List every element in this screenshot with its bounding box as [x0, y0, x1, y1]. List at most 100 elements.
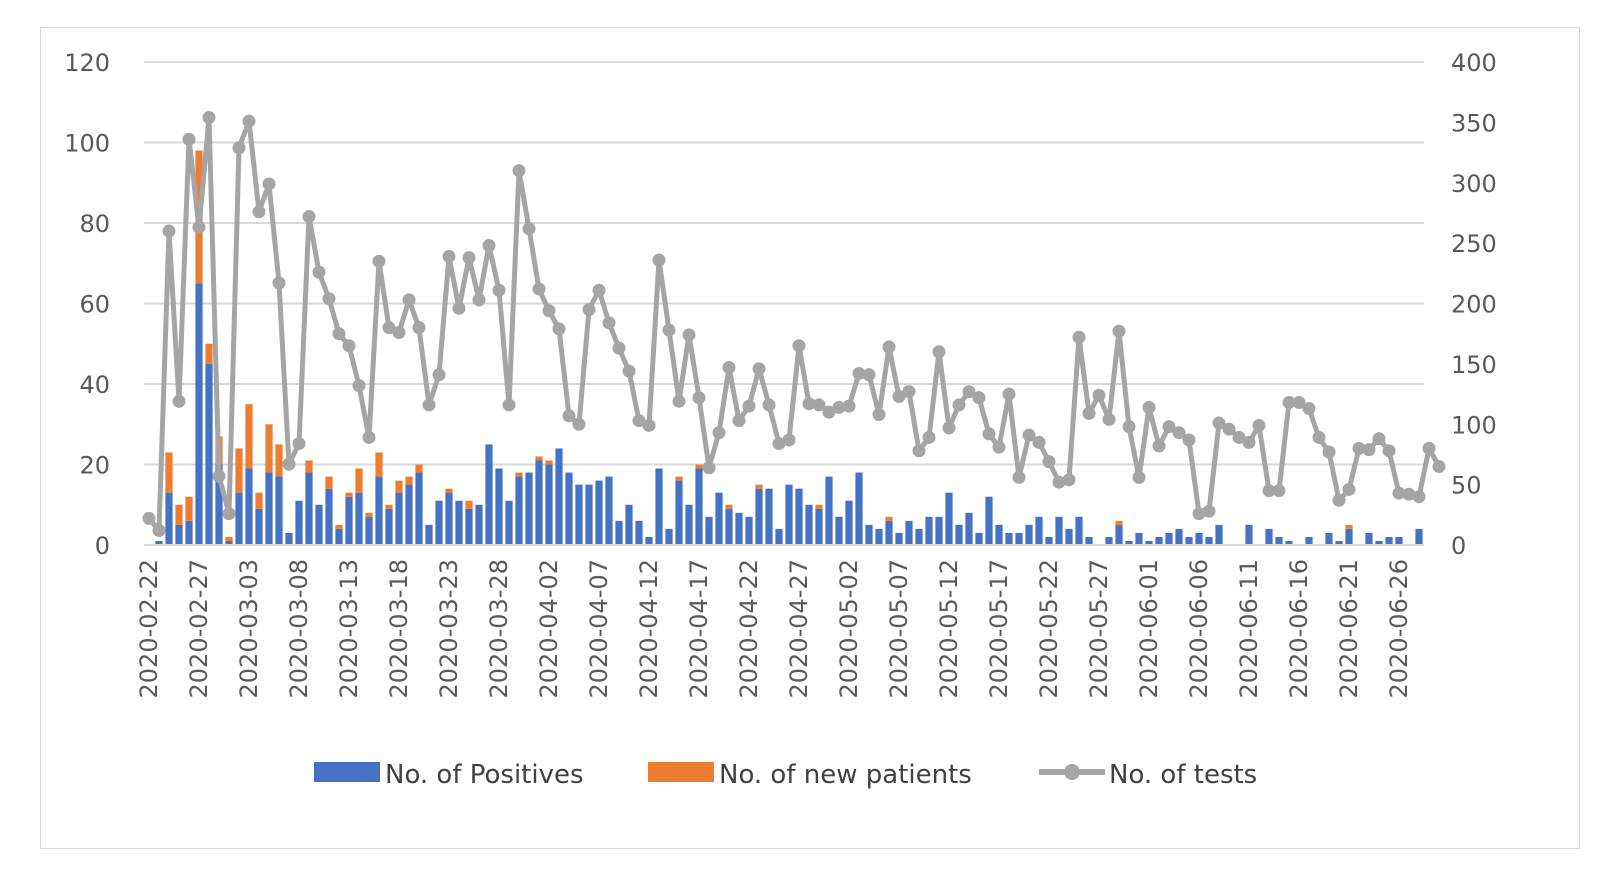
- bar-positives: [275, 476, 283, 545]
- bar-positives: [1025, 524, 1033, 545]
- x-tick-label: 2020-05-07: [885, 559, 913, 698]
- bar-positives: [1015, 532, 1023, 545]
- tests-point: [282, 457, 296, 471]
- bar-positives: [905, 520, 913, 545]
- x-tick-label: 2020-03-08: [285, 559, 313, 698]
- x-tick-label: 2020-03-23: [435, 559, 463, 698]
- bar-positives: [965, 512, 973, 545]
- bar-new-patients: [445, 488, 453, 493]
- x-tick-label: 2020-06-06: [1185, 559, 1213, 698]
- tests-point: [332, 327, 346, 341]
- bar-positives: [1335, 540, 1343, 545]
- bar-positives: [985, 496, 993, 545]
- tests-point: [182, 132, 196, 146]
- bar-positives: [1195, 532, 1203, 545]
- legend-swatch-new-patients: [648, 762, 714, 782]
- tests-point: [712, 426, 726, 440]
- right-y-tick-label: 0: [1451, 532, 1466, 560]
- bar-positives: [555, 448, 563, 545]
- legend-item-positives[interactable]: No. of Positives: [314, 760, 584, 790]
- tests-point: [752, 362, 766, 376]
- tests-point: [292, 437, 306, 451]
- bar-positives: [375, 476, 383, 545]
- bar-new-patients: [305, 460, 313, 473]
- tests-point: [1062, 473, 1076, 487]
- bar-positives: [1365, 532, 1373, 545]
- bar-positives: [255, 508, 263, 545]
- bar-positives: [835, 516, 843, 545]
- tests-point: [202, 111, 216, 125]
- tests-line: [147, 115, 1442, 534]
- bar-positives: [725, 508, 733, 545]
- x-tick-label: 2020-06-21: [1335, 559, 1363, 698]
- bar-positives: [865, 524, 873, 545]
- tests-point: [1302, 402, 1316, 416]
- bar-new-patients: [1115, 520, 1123, 525]
- bar-positives: [745, 516, 753, 545]
- legend[interactable]: No. of Positives No. of new patients No.…: [314, 760, 1257, 790]
- tests-point: [1262, 484, 1276, 498]
- tests-point: [552, 322, 566, 336]
- tests-point: [572, 417, 586, 431]
- tests-point: [1162, 420, 1176, 434]
- tests-point: [1412, 490, 1426, 504]
- tests-point: [822, 405, 836, 419]
- tests-point: [882, 340, 896, 354]
- bar-new-patients: [545, 460, 553, 465]
- legend-item-new-patients[interactable]: No. of new patients: [648, 760, 972, 790]
- bar-new-patients: [365, 512, 373, 517]
- bar-positives: [1155, 536, 1163, 545]
- legend-marker-tests: [1064, 764, 1080, 780]
- tests-point: [912, 444, 926, 458]
- legend-item-tests[interactable]: No. of tests: [1039, 760, 1257, 790]
- bar-positives: [165, 492, 173, 545]
- tests-point: [1312, 431, 1326, 445]
- bar-positives: [415, 472, 423, 545]
- bar-positives: [385, 508, 393, 545]
- bar-positives: [215, 464, 223, 545]
- bar-series: [155, 150, 1423, 545]
- x-tick-label: 2020-06-26: [1385, 559, 1413, 698]
- tests-point: [722, 360, 736, 374]
- bar-new-patients: [345, 492, 353, 497]
- left-y-axis: 0 20 40 60 80 100 120: [64, 49, 110, 560]
- x-tick-label: 2020-06-11: [1235, 559, 1263, 698]
- bar-positives: [565, 472, 573, 545]
- tests-point: [452, 301, 466, 315]
- tests-point: [1222, 422, 1236, 436]
- tests-point: [732, 414, 746, 428]
- tests-point: [772, 437, 786, 451]
- tests-point: [942, 421, 956, 435]
- tests-point: [422, 398, 436, 412]
- tests-point: [1142, 400, 1156, 414]
- tests-point: [672, 394, 686, 408]
- x-tick-label: 2020-05-12: [935, 559, 963, 698]
- legend-label-tests: No. of tests: [1109, 760, 1257, 790]
- bar-positives: [715, 492, 723, 545]
- bar-positives: [1135, 532, 1143, 545]
- bar-positives: [175, 524, 183, 545]
- bar-positives: [735, 512, 743, 545]
- tests-point: [1272, 484, 1286, 498]
- x-tick-label: 2020-05-17: [985, 559, 1013, 698]
- bar-positives: [305, 472, 313, 545]
- bar-new-patients: [275, 444, 283, 477]
- tests-point: [472, 293, 486, 307]
- bar-new-patients: [755, 484, 763, 489]
- right-y-tick-label: 300: [1451, 170, 1497, 198]
- tests-point: [372, 254, 386, 268]
- x-tick-label: 2020-04-22: [735, 559, 763, 698]
- bar-positives: [1285, 540, 1293, 545]
- tests-point: [272, 276, 286, 290]
- bar-positives: [1305, 536, 1313, 545]
- tests-point: [802, 397, 816, 411]
- tests-point: [632, 414, 646, 428]
- bar-positives: [465, 508, 473, 545]
- tests-point: [1042, 455, 1056, 469]
- tests-point: [792, 339, 806, 353]
- bar-positives: [315, 504, 323, 545]
- legend-label-positives: No. of Positives: [385, 760, 584, 790]
- tests-point: [652, 253, 666, 267]
- tests-point: [392, 325, 406, 339]
- tests-point: [1392, 486, 1406, 500]
